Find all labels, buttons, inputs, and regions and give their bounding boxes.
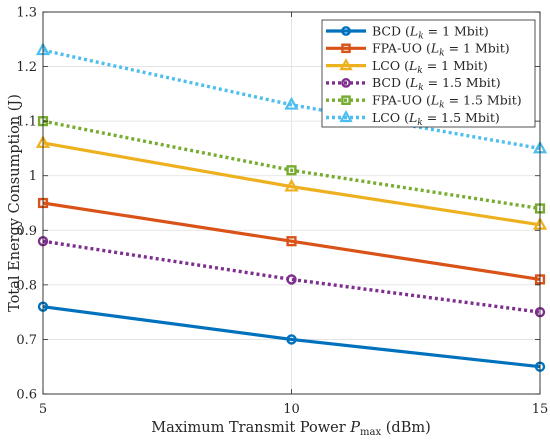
series-line bbox=[42, 305, 541, 369]
legend-label: FPA-UO (Lk = 1.5 Mbit) bbox=[372, 93, 522, 111]
y-tick-label: 0.7 bbox=[16, 333, 37, 348]
data-point-marker bbox=[284, 96, 299, 110]
legend-item-1: FPA-UO (Lk = 1 Mbit) bbox=[326, 41, 510, 59]
legend-param-subscript: k bbox=[418, 83, 423, 93]
legend-series-name: FPA-UO bbox=[372, 41, 426, 56]
x-tick-label: 10 bbox=[283, 402, 300, 417]
legend-param-symbol: L bbox=[430, 93, 439, 108]
legend-param-rest: = 1 Mbit) bbox=[423, 58, 488, 73]
legend-param-subscript: k bbox=[417, 66, 422, 76]
y-tick-label: 1.1 bbox=[16, 115, 37, 130]
legend-param-symbol: L bbox=[409, 75, 418, 90]
series-5 bbox=[35, 42, 548, 154]
legend-param-symbol: L bbox=[409, 23, 418, 38]
legend-param-symbol: L bbox=[408, 58, 417, 73]
tick-layer: 5 10 15 0.6 0.7 0.8 0.9 1 1.1 1.2 1.3 bbox=[16, 6, 548, 418]
legend-series-name: BCD bbox=[372, 23, 405, 38]
legend-param-subscript: k bbox=[418, 31, 423, 41]
legend-label: FPA-UO (Lk = 1 Mbit) bbox=[372, 41, 510, 59]
legend-label: LCO (Lk = 1 Mbit) bbox=[372, 58, 488, 76]
legend-item-2: LCO (Lk = 1 Mbit) bbox=[326, 58, 488, 76]
data-point-marker bbox=[339, 109, 353, 123]
legend-param-rest: = 1 Mbit) bbox=[445, 41, 510, 56]
legend-param-open: ( bbox=[426, 41, 431, 56]
data-point-marker bbox=[286, 165, 297, 176]
legend-item-4: FPA-UO (Lk = 1.5 Mbit) bbox=[326, 93, 522, 111]
series-line bbox=[42, 48, 541, 151]
legend-series-name: FPA-UO bbox=[372, 93, 426, 108]
series-line bbox=[42, 119, 541, 211]
x-tick-label: 15 bbox=[532, 402, 549, 417]
data-point-marker bbox=[341, 43, 351, 54]
y-tick-label: 0.6 bbox=[16, 388, 37, 403]
legend-series-name: LCO bbox=[372, 58, 404, 73]
legend-param-open: ( bbox=[404, 58, 409, 73]
legend-item-0: BCD (Lk = 1 Mbit) bbox=[326, 23, 489, 41]
y-tick-label: 1 bbox=[29, 169, 37, 184]
legend-param-rest: = 1.5 Mbit) bbox=[445, 93, 522, 108]
legend-param-subscript: k bbox=[439, 101, 444, 111]
legend-param-rest: = 1.5 Mbit) bbox=[424, 75, 501, 90]
series-layer bbox=[35, 42, 548, 372]
legend-param-rest: = 1.5 Mbit) bbox=[423, 110, 500, 125]
legend-param-open: ( bbox=[404, 110, 409, 125]
y-tick-label: 0.9 bbox=[16, 224, 37, 239]
legend-param-subscript: k bbox=[439, 49, 444, 59]
series-line bbox=[42, 201, 541, 281]
legend-param-rest: = 1 Mbit) bbox=[424, 23, 489, 38]
data-point-marker bbox=[286, 274, 297, 285]
data-point-marker bbox=[284, 178, 299, 192]
y-tick-label: 1.2 bbox=[16, 60, 37, 75]
data-point-marker bbox=[286, 236, 297, 247]
legend-item-5: LCO (Lk = 1.5 Mbit) bbox=[326, 110, 500, 128]
y-tick-label: 1.3 bbox=[16, 6, 37, 21]
x-axis-label: Maximum Transmit Power Pmax (dBm) bbox=[151, 420, 431, 439]
y-tick-label: 0.8 bbox=[16, 278, 37, 293]
legend-box bbox=[321, 19, 536, 128]
legend-param-symbol: L bbox=[430, 41, 439, 56]
legend: BCD (Lk = 1 Mbit)FPA-UO (Lk = 1 Mbit)LCO… bbox=[321, 19, 536, 128]
data-point-marker bbox=[341, 78, 351, 88]
x-tick-label: 5 bbox=[39, 402, 47, 417]
series-line bbox=[42, 141, 541, 227]
data-point-marker bbox=[339, 58, 353, 71]
legend-param-open: ( bbox=[405, 23, 410, 38]
x-axis-label-symbol: P bbox=[349, 420, 360, 436]
x-axis-label-text: Maximum Transmit Power bbox=[151, 420, 345, 436]
legend-series-name: LCO bbox=[372, 110, 404, 125]
legend-param-symbol: L bbox=[408, 110, 417, 125]
legend-param-subscript: k bbox=[417, 118, 422, 128]
data-point-marker bbox=[341, 26, 351, 36]
data-point-marker bbox=[286, 334, 297, 345]
legend-label: BCD (Lk = 1.5 Mbit) bbox=[372, 75, 501, 93]
legend-item-3: BCD (Lk = 1.5 Mbit) bbox=[326, 75, 501, 93]
legend-series-name: BCD bbox=[372, 75, 405, 90]
legend-label: BCD (Lk = 1 Mbit) bbox=[372, 23, 489, 41]
legend-label: LCO (Lk = 1.5 Mbit) bbox=[372, 110, 500, 128]
legend-param-open: ( bbox=[405, 75, 410, 90]
x-axis-label-unit: (dBm) bbox=[386, 420, 431, 436]
y-axis-label: Total Energy Consumption (J) bbox=[7, 94, 23, 312]
legend-param-open: ( bbox=[426, 93, 431, 108]
x-axis-label-subscript: max bbox=[360, 427, 381, 438]
data-point-marker bbox=[341, 95, 351, 105]
